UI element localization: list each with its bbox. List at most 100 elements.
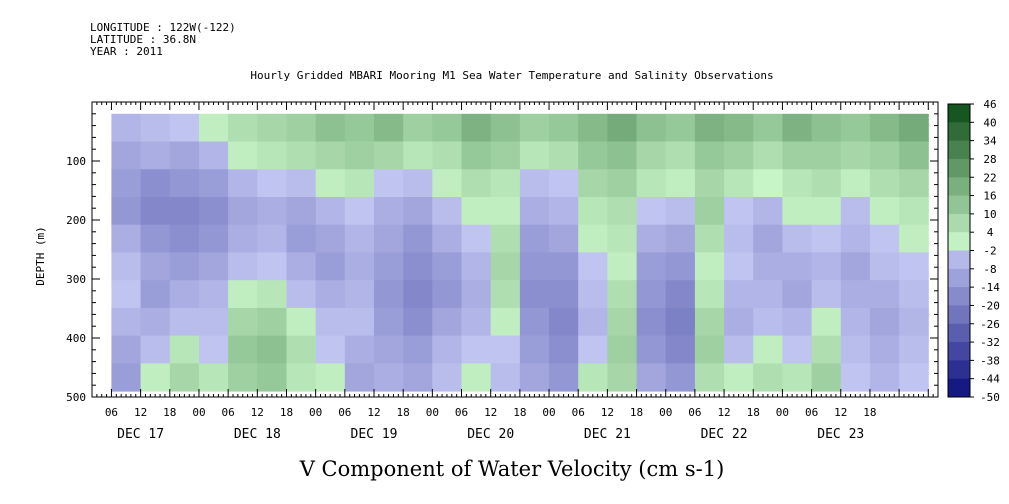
heatmap-cell — [315, 252, 346, 281]
heatmap-cell — [840, 224, 871, 253]
heatmap-cell — [403, 335, 433, 364]
colorbar-label: V Component of Water Velocity (cm s-1) — [299, 457, 725, 481]
heatmap-cell — [403, 307, 433, 337]
heatmap-cell — [315, 113, 346, 142]
heatmap-cell — [578, 280, 608, 309]
x-tick-label: 12 — [601, 406, 614, 419]
x-tick-label: 00 — [542, 406, 555, 419]
chart-header: LONGITUDE : 122W(-122) LATITUDE : 36.8N … — [90, 22, 236, 58]
heatmap-cell — [199, 363, 229, 392]
heatmap-cell — [636, 280, 667, 309]
heatmap-cell — [899, 113, 929, 142]
heatmap-cell — [490, 197, 521, 226]
heatmap-cell — [140, 252, 171, 281]
heatmap-cell — [811, 252, 842, 281]
heatmap-cell — [344, 113, 375, 142]
heatmap-cell — [578, 224, 608, 253]
heatmap-cell — [899, 197, 929, 226]
heatmap-cell — [811, 113, 842, 142]
heatmap-cell — [461, 169, 492, 198]
heatmap-cell — [228, 224, 258, 253]
heatmap-cell — [344, 252, 375, 281]
colorbar-tick-label: -20 — [980, 299, 1000, 312]
day-label: DEC 18 — [234, 427, 281, 442]
colorbar-tick-label: 10 — [983, 208, 996, 221]
heatmap-cell — [753, 141, 783, 170]
heatmap-cell — [286, 113, 317, 142]
heatmap-cell — [403, 252, 433, 281]
heatmap-cell — [461, 252, 492, 281]
heatmap-cell — [549, 169, 579, 198]
heatmap-cell — [228, 307, 258, 337]
heatmap-cell — [461, 141, 492, 170]
heatmap-cell — [228, 252, 258, 281]
heatmap-cell — [869, 141, 900, 170]
heatmap-cell — [753, 197, 783, 226]
heatmap-cell — [869, 307, 900, 337]
heatmap-cell — [549, 113, 579, 142]
x-tick-label: 18 — [280, 406, 293, 419]
y-tick-label: 500 — [66, 391, 86, 404]
x-tick-label: 06 — [572, 406, 585, 419]
colorbar-tick-label: 16 — [983, 190, 996, 203]
x-tick-label: 06 — [455, 406, 468, 419]
day-label: DEC 17 — [117, 427, 164, 442]
heatmap-cell — [403, 141, 433, 170]
heatmap-cell — [782, 197, 813, 226]
heatmap-cell — [140, 335, 171, 364]
colorbar-tick-label: 4 — [987, 226, 994, 239]
heatmap-cell — [111, 113, 142, 142]
heatmap-cell — [694, 224, 725, 253]
heatmap-cell — [140, 307, 171, 337]
heatmap-cell — [549, 280, 579, 309]
colorbar-tick-label: -38 — [980, 354, 1000, 367]
heatmap-cell — [315, 363, 346, 392]
x-tick-label: 18 — [513, 406, 526, 419]
colorbar-swatch — [948, 158, 970, 178]
heatmap-cell — [607, 169, 638, 198]
heatmap-cell — [607, 197, 638, 226]
heatmap-cell — [111, 280, 142, 309]
heatmap-cell — [578, 307, 608, 337]
heatmap-cell — [694, 141, 725, 170]
heatmap-cell — [899, 363, 929, 392]
heatmap-cell — [724, 169, 754, 198]
heatmap-cell — [228, 197, 258, 226]
heatmap-cell — [636, 363, 667, 392]
heatmap-cell — [840, 280, 871, 309]
heatmap-cell — [140, 280, 171, 309]
colorbar-tick-label: -26 — [980, 318, 1000, 331]
day-label: DEC 21 — [584, 427, 631, 442]
heatmap-cell — [432, 307, 462, 337]
heatmap-cell — [461, 224, 492, 253]
x-tick-label: 06 — [338, 406, 351, 419]
heatmap-cell — [374, 141, 404, 170]
x-tick-label: 18 — [630, 406, 643, 419]
heatmap-cell — [490, 113, 521, 142]
colorbar-tick-label: -50 — [980, 391, 1000, 404]
heatmap-cell — [461, 307, 492, 337]
heatmap-cell — [607, 113, 638, 142]
heatmap-cell — [111, 252, 142, 281]
heatmap-cell — [140, 224, 171, 253]
x-tick-label: 06 — [688, 406, 701, 419]
heatmap-cell — [403, 224, 433, 253]
heatmap-cell — [899, 224, 929, 253]
heatmap-cell — [286, 141, 317, 170]
colorbar-tick-label: -2 — [983, 245, 996, 258]
heatmap-cell — [257, 169, 287, 198]
heatmap-cell — [315, 169, 346, 198]
heatmap-cell — [869, 280, 900, 309]
heatmap-cell — [257, 197, 287, 226]
heatmap-cell — [840, 141, 871, 170]
x-tick-label: 18 — [747, 406, 760, 419]
heatmap-cell — [374, 363, 404, 392]
heatmap-cell — [169, 224, 200, 253]
heatmap-cell — [257, 335, 287, 364]
colorbar-tick-label: 46 — [983, 98, 996, 111]
heatmap-cell — [753, 224, 783, 253]
heatmap-cell — [432, 363, 462, 392]
heatmap-cell — [899, 169, 929, 198]
heatmap-cell — [694, 307, 725, 337]
heatmap-cell — [374, 169, 404, 198]
